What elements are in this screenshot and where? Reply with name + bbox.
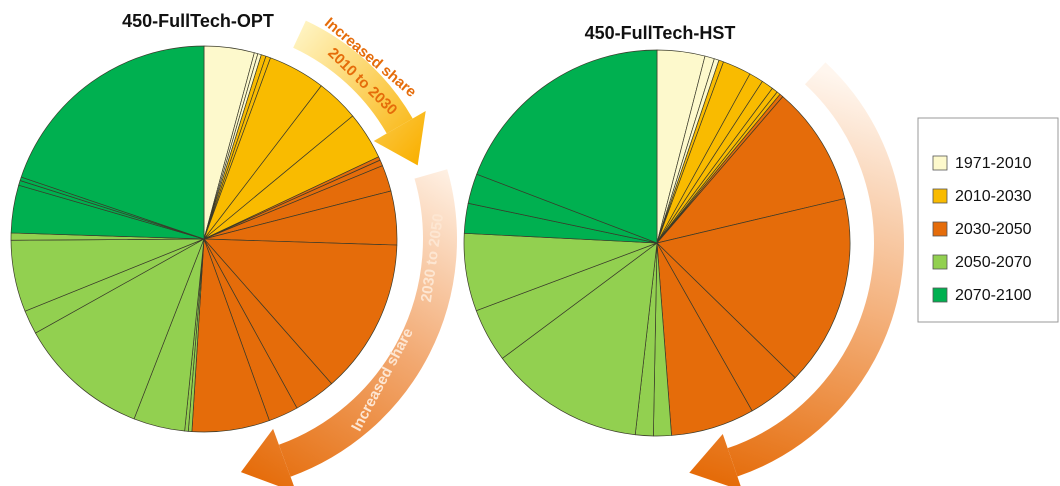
- arrow-body: [278, 169, 457, 477]
- legend-swatch: [932, 155, 948, 171]
- legend-swatch: [932, 221, 948, 237]
- pie-slice: [20, 45, 205, 240]
- chart-title: 450-FullTech-HST: [585, 23, 736, 43]
- legend-label: 2010-2030: [955, 188, 1032, 205]
- chart-title: 450-FullTech-OPT: [122, 11, 274, 31]
- legend-swatch: [932, 287, 948, 303]
- pie-slice: [656, 198, 851, 379]
- arrow-head: [373, 111, 426, 166]
- pie-slice: [501, 242, 658, 436]
- pie-slice: [476, 49, 658, 244]
- legend-label: 2070-2100: [955, 287, 1032, 304]
- legend-label: 1971-2010: [955, 155, 1032, 172]
- pie-slice: [35, 238, 205, 420]
- arrow-body: [727, 62, 904, 477]
- legend-swatch: [932, 254, 948, 270]
- arrows: [240, 20, 904, 486]
- pies: [10, 45, 851, 437]
- arrow-body: [292, 20, 413, 134]
- pie-slice: [203, 238, 398, 385]
- legend-swatch: [932, 188, 948, 204]
- legend-label: 2030-2050: [955, 221, 1032, 238]
- legend: 1971-2010 2010-2030 2030-2050 2050-2070 2070…: [932, 155, 1032, 304]
- pie-slice: [656, 96, 846, 244]
- arrow-head: [240, 428, 294, 486]
- legend-label: 2050-2070: [955, 254, 1032, 271]
- arrow-head: [689, 433, 741, 486]
